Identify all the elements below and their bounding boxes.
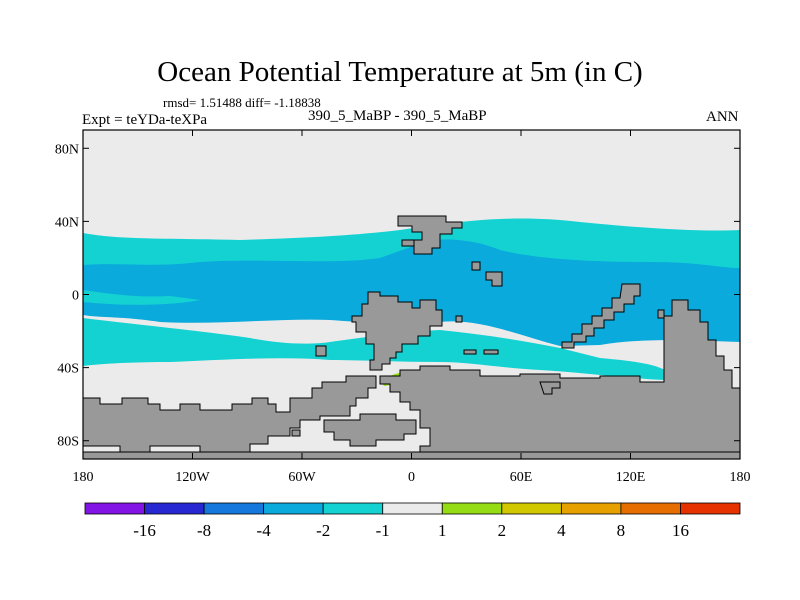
x-tick-label: 60W	[288, 470, 316, 485]
map-field	[83, 130, 740, 459]
y-tick-label: 80N	[55, 142, 79, 157]
western-blue-inset	[83, 290, 200, 305]
land-south-central	[323, 413, 417, 447]
colorbar-swatch	[680, 502, 741, 515]
season-label: ANN	[706, 109, 739, 125]
colorbar-label: -1	[376, 521, 390, 540]
comparison-label: 390_5_MaBP - 390_5_MaBP	[308, 108, 487, 124]
colorbar-label: 1	[438, 521, 447, 540]
colorbar: -16 -8 -4 -2 -1 1 2 4 8 16	[84, 502, 741, 540]
colorbar-swatch	[501, 502, 562, 515]
rmsd-diff-stats: rmsd= 1.51488 diff= -1.18838	[163, 95, 321, 110]
chart-title: Ocean Potential Temperature at 5m (in C)	[157, 56, 643, 88]
y-tick-label: 80S	[57, 435, 79, 450]
land-southwest-islet	[291, 429, 301, 437]
colorbar-label: -2	[316, 521, 330, 540]
land-islet-d	[657, 309, 665, 319]
colorbar-swatch	[620, 502, 681, 515]
colorbar-label: 16	[672, 521, 689, 540]
land-island-a	[401, 239, 415, 247]
land-island-c	[485, 271, 503, 287]
colorbar-label: 2	[498, 521, 507, 540]
x-tick-label: 120W	[175, 470, 210, 485]
colorbar-label: 4	[557, 521, 566, 540]
colorbar-swatch	[322, 502, 384, 515]
x-tick-label: 180	[730, 470, 751, 485]
colorbar-swatch	[144, 502, 205, 515]
colorbar-label: -4	[257, 521, 272, 540]
land-southeast-continent	[379, 299, 740, 459]
x-tick-label: 60E	[510, 470, 533, 485]
y-tick-label: 40S	[57, 362, 79, 377]
land-southwest-continent	[83, 375, 377, 453]
land-small-west	[315, 345, 327, 357]
land-eastern-chain	[561, 283, 641, 349]
colorbar-swatch	[560, 502, 622, 515]
land-southern-strip	[539, 381, 561, 395]
colorbar-label: -16	[133, 521, 156, 540]
land-small-islet-b	[463, 349, 477, 355]
x-tick-label: 0	[408, 470, 415, 485]
colorbar-swatch	[263, 502, 324, 515]
land-central-continent	[351, 291, 443, 371]
x-tick-label: 180	[73, 470, 94, 485]
experiment-label: Expt = teYDa-teXPa	[82, 112, 208, 128]
land-masses	[83, 215, 740, 459]
colorbar-label: -8	[197, 521, 211, 540]
y-tick-label: 40N	[55, 215, 79, 230]
land-small-islet-c	[483, 349, 499, 355]
colorbar-swatch	[441, 502, 503, 515]
x-tick-label: 120E	[616, 470, 646, 485]
equatorial-blue-band	[83, 239, 740, 346]
colorbar-swatch	[203, 502, 265, 515]
colorbar-swatch	[84, 502, 145, 515]
land-island-b	[471, 261, 481, 271]
colorbar-label: 8	[617, 521, 626, 540]
y-tick-label: 0	[72, 289, 79, 304]
axis-ticks: 180 120W 60W 0 60E 120E 180 80N 40N 0 40S 80S	[55, 130, 751, 485]
land-small-islet-a	[455, 315, 463, 323]
colorbar-swatch	[382, 502, 443, 515]
